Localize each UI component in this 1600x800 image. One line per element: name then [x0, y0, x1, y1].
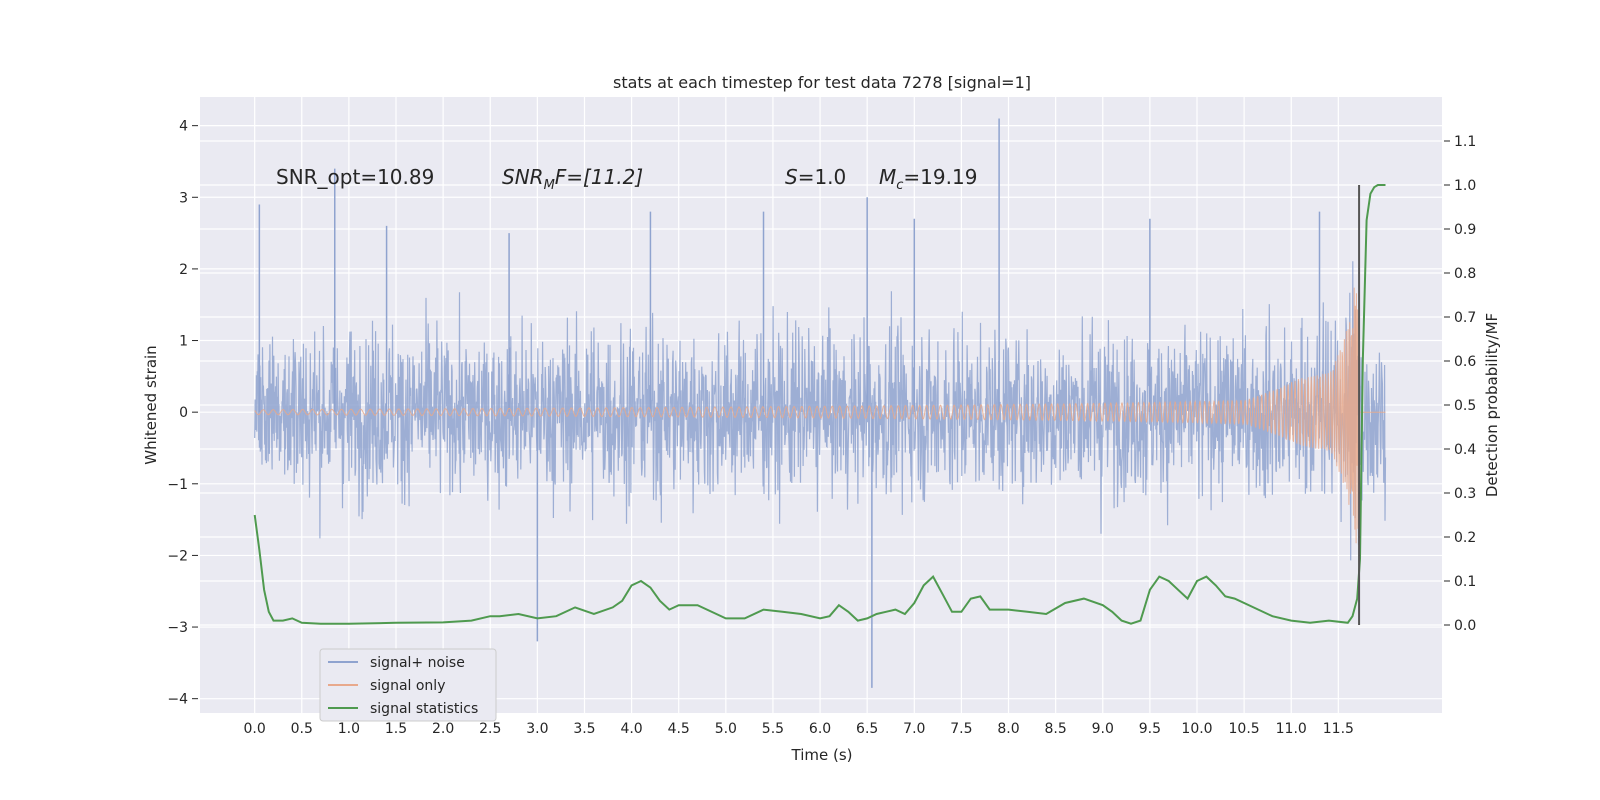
annotation-snr-mf-sub: M — [544, 178, 555, 193]
y-axis-left-ticks: 4 3 2 1 0 −1 −2 −3 −4 — [167, 119, 198, 708]
y-axis-right-label: Detection probability/MF — [1483, 313, 1501, 497]
annotation-snr-mf-value: F=[11.2] — [555, 165, 643, 189]
annotation-mc-value: =19.19 — [903, 165, 977, 189]
annotation-snr-mf-label: SNR — [502, 165, 544, 189]
y-right-tick-label: 0.1 — [1454, 574, 1476, 590]
annotation-s-value: =1.0 — [798, 165, 847, 189]
x-tick-label: 11.0 — [1276, 721, 1307, 737]
annotation-mc-label: M — [879, 165, 896, 189]
legend-label-signal-statistics: signal statistics — [370, 701, 478, 717]
y-left-tick-label: 1 — [179, 334, 188, 350]
y-right-tick-label: 0.9 — [1454, 222, 1476, 238]
y-right-tick-label: 1.1 — [1454, 134, 1476, 150]
chart-title: stats at each timestep for test data 727… — [613, 73, 1031, 92]
signal-statistics-line — [253, 184, 1386, 625]
y-right-tick-label: 0.7 — [1454, 310, 1476, 326]
legend-label-signal-only: signal only — [370, 678, 445, 694]
x-tick-label: 10.5 — [1229, 721, 1260, 737]
legend-box — [319, 648, 497, 722]
y-right-tick-label: 0.3 — [1454, 486, 1476, 502]
x-tick-label: 1.5 — [385, 721, 407, 737]
x-tick-label: 4.5 — [668, 721, 690, 737]
y-left-tick-label: −3 — [167, 620, 188, 636]
y-right-tick-label: 0.6 — [1454, 354, 1476, 370]
x-tick-label: 9.0 — [1092, 721, 1114, 737]
annotation-s-label: S — [785, 165, 798, 189]
series-signal-statistics — [253, 184, 1386, 625]
y-right-tick-label: 0.4 — [1454, 442, 1476, 458]
y-left-tick-label: 3 — [179, 190, 188, 206]
x-tick-label: 6.5 — [856, 721, 878, 737]
series-signal-only — [254, 287, 1386, 544]
signal-only-trace — [254, 287, 1386, 544]
x-axis-ticks: 0.0 0.5 1.0 1.5 2.0 2.5 3.0 3.5 4.0 4.5 5.0 5.5 6.0 6… — [244, 721, 1354, 737]
x-tick-label: 5.0 — [715, 721, 737, 737]
legend: signal+ noise signal only signal statist… — [319, 648, 497, 722]
x-tick-label: 7.5 — [950, 721, 972, 737]
y-right-tick-label: 0.5 — [1454, 398, 1476, 414]
y-axis-right-ticks: 1.1 1.0 0.9 0.8 0.7 0.6 0.5 0.4 0.3 0.2 0.1 0.0 — [1444, 134, 1476, 634]
x-tick-label: 0.5 — [291, 721, 313, 737]
x-tick-label: 2.0 — [432, 721, 454, 737]
y-left-tick-label: −1 — [167, 477, 188, 493]
x-tick-label: 6.0 — [809, 721, 831, 737]
x-tick-label: 2.5 — [479, 721, 501, 737]
x-tick-label: 0.0 — [244, 721, 266, 737]
y-left-tick-label: 0 — [179, 405, 188, 421]
x-tick-label: 10.0 — [1181, 721, 1212, 737]
x-tick-label: 5.5 — [762, 721, 784, 737]
y-right-tick-label: 0.2 — [1454, 530, 1476, 546]
y-right-tick-label: 0.8 — [1454, 266, 1476, 282]
x-tick-label: 3.5 — [573, 721, 595, 737]
y-right-tick-label: 0.0 — [1454, 618, 1476, 634]
legend-label-signal-noise: signal+ noise — [370, 655, 465, 671]
y-axis-left-label: Whitened strain — [142, 345, 160, 464]
annotation-mc: Mc=19.19 — [879, 165, 977, 193]
annotation-mc-sub: c — [896, 178, 903, 193]
x-tick-label: 4.0 — [620, 721, 642, 737]
annotation-s: S=1.0 — [785, 165, 846, 189]
x-tick-label: 8.5 — [1045, 721, 1067, 737]
x-tick-label: 11.5 — [1323, 721, 1354, 737]
x-tick-label: 9.5 — [1139, 721, 1161, 737]
annotation-snr-opt: SNR_opt=10.89 — [276, 165, 434, 189]
annotation-snr-mf: SNRMF=[11.2] — [502, 165, 643, 193]
x-tick-label: 1.0 — [338, 721, 360, 737]
y-left-tick-label: 2 — [179, 262, 188, 278]
x-tick-label: 8.0 — [997, 721, 1019, 737]
x-tick-label: 3.0 — [526, 721, 548, 737]
y-left-tick-label: −4 — [167, 692, 188, 708]
y-left-tick-label: −2 — [167, 548, 188, 564]
y-left-tick-label: 4 — [179, 119, 188, 135]
x-axis-label: Time (s) — [791, 746, 853, 764]
signal-noise-trace — [254, 261, 1387, 561]
x-tick-label: 7.0 — [903, 721, 925, 737]
y-right-tick-label: 1.0 — [1454, 178, 1476, 194]
